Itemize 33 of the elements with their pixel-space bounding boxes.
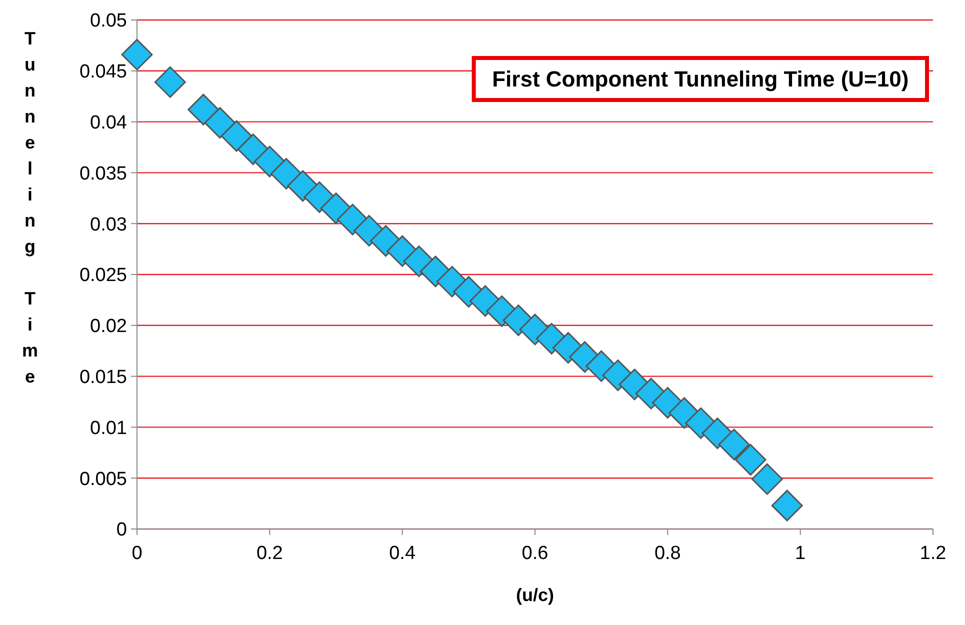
x-axis-title: (u/c)	[516, 585, 554, 605]
point	[220, 120, 252, 152]
point	[204, 107, 236, 139]
point	[154, 66, 186, 98]
x-tick-label: 0.2	[256, 543, 283, 564]
y-tick-label: 0.04	[90, 112, 128, 134]
y-tick-label: 0.035	[79, 163, 127, 184]
text: Tunneling Time	[22, 28, 38, 386]
y-tick-label: 0.025	[79, 265, 127, 286]
point	[771, 490, 803, 522]
point	[304, 181, 336, 213]
y-tick-label: 0.005	[79, 468, 127, 490]
y-tick-label: 0.01	[90, 418, 127, 439]
point	[188, 94, 220, 126]
y-tick-label: 0.05	[90, 10, 127, 32]
y-tick-label: 0.02	[90, 316, 127, 338]
x-tick-label: 0.4	[389, 543, 416, 564]
x-tick-label: 0.8	[654, 543, 681, 564]
x-tick-label: 1.2	[920, 543, 946, 564]
y-tick-label: 0.03	[90, 214, 127, 236]
x-tick-label: 0.6	[522, 543, 548, 564]
point	[751, 463, 783, 495]
x-tick-label: 1	[795, 543, 806, 564]
point	[237, 134, 269, 166]
y-tick-label: 0.045	[79, 62, 127, 83]
point	[718, 428, 750, 460]
x-tick-label: 0	[132, 543, 142, 564]
point	[270, 158, 302, 190]
y-tick-label: 0.015	[79, 366, 127, 388]
point	[734, 444, 766, 476]
y-tick-label: 0	[116, 520, 127, 541]
point	[254, 146, 286, 178]
text: First Component Tunneling Time (U=10)	[492, 66, 909, 92]
